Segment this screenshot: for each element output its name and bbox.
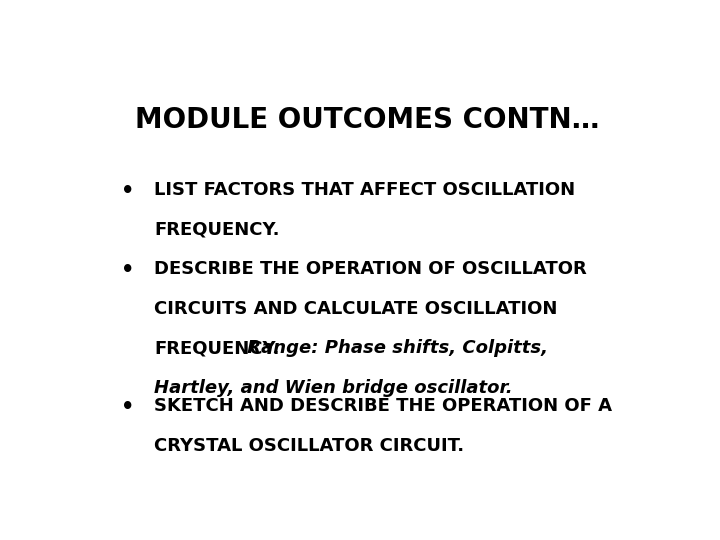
Text: SKETCH AND DESCRIBE THE OPERATION OF A: SKETCH AND DESCRIBE THE OPERATION OF A — [154, 397, 612, 415]
Text: Hartley, and Wien bridge oscillator.: Hartley, and Wien bridge oscillator. — [154, 379, 513, 397]
Text: Range: Phase shifts, Colpitts,: Range: Phase shifts, Colpitts, — [240, 339, 548, 357]
Text: •: • — [121, 181, 134, 201]
Text: LIST FACTORS THAT AFFECT OSCILLATION: LIST FACTORS THAT AFFECT OSCILLATION — [154, 181, 575, 199]
Text: FREQUENCY.: FREQUENCY. — [154, 221, 279, 239]
Text: •: • — [121, 397, 134, 417]
Text: CIRCUITS AND CALCULATE OSCILLATION: CIRCUITS AND CALCULATE OSCILLATION — [154, 300, 557, 318]
Text: MODULE OUTCOMES CONTN…: MODULE OUTCOMES CONTN… — [135, 106, 599, 134]
Text: FREQUENCY.: FREQUENCY. — [154, 339, 279, 357]
Text: •: • — [121, 260, 134, 280]
Text: CRYSTAL OSCILLATOR CIRCUIT.: CRYSTAL OSCILLATOR CIRCUIT. — [154, 437, 464, 455]
Text: DESCRIBE THE OPERATION OF OSCILLATOR: DESCRIBE THE OPERATION OF OSCILLATOR — [154, 260, 587, 278]
